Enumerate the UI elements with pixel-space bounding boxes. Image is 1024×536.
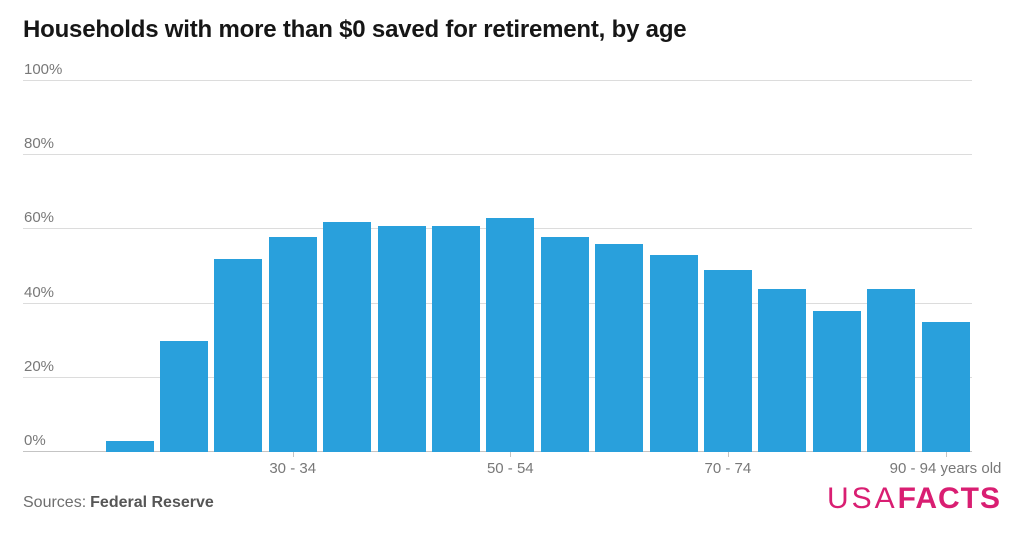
usafacts-logo[interactable]: USAFACTS (827, 484, 1001, 514)
source-name: Federal Reserve (90, 494, 214, 511)
bar-85-89[interactable] (867, 288, 916, 452)
bar-40-44[interactable] (377, 225, 426, 452)
x-tick-mark (292, 452, 294, 457)
y-axis-label: 100% (24, 61, 63, 78)
bar-65-69[interactable] (649, 255, 698, 452)
x-tick-mark (510, 452, 512, 457)
x-tick-mark (727, 452, 729, 457)
bar-80-84[interactable] (812, 311, 861, 452)
x-axis-label: 30 - 34 (269, 460, 317, 477)
bar-70-74[interactable] (703, 270, 752, 452)
y-axis-label: 40% (24, 283, 55, 301)
y-axis-label: 0% (24, 432, 46, 449)
x-tick-mark (945, 452, 947, 457)
chart-title: Households with more than $0 saved for r… (23, 16, 687, 43)
gridline (23, 80, 972, 81)
x-axis-label: 70 - 74 (704, 460, 752, 477)
bar-35-39[interactable] (323, 221, 372, 452)
gridline (23, 154, 972, 156)
y-axis-label: 60% (24, 209, 55, 227)
bar-75-79[interactable] (758, 288, 807, 452)
logo-usa-text: USA (826, 482, 898, 515)
bar-15-19[interactable] (105, 440, 154, 452)
sources-label: Sources: (23, 494, 87, 511)
x-axis-label: 50 - 54 (486, 460, 534, 477)
logo-facts-text: FACTS (897, 482, 1001, 515)
sources-note: Sources: Federal Reserve (23, 494, 214, 512)
bar-50-54[interactable] (486, 218, 535, 452)
bar-55-59[interactable] (540, 236, 589, 452)
x-axis-label: 90 - 94 years old (889, 460, 1002, 477)
bar-60-64[interactable] (595, 244, 644, 452)
y-axis-label: 80% (24, 135, 55, 153)
bar-20-24[interactable] (159, 340, 208, 452)
bar-90-94[interactable] (921, 322, 970, 452)
y-axis-label: 20% (24, 357, 55, 375)
plot-area: 0% 20% 40% 60% 80% 100% 30 - 34 50 - 54 70 - 74 9… (23, 62, 1001, 477)
bar-30-34[interactable] (268, 236, 317, 452)
bar-25-29[interactable] (214, 259, 263, 452)
bar-45-49[interactable] (431, 225, 480, 452)
